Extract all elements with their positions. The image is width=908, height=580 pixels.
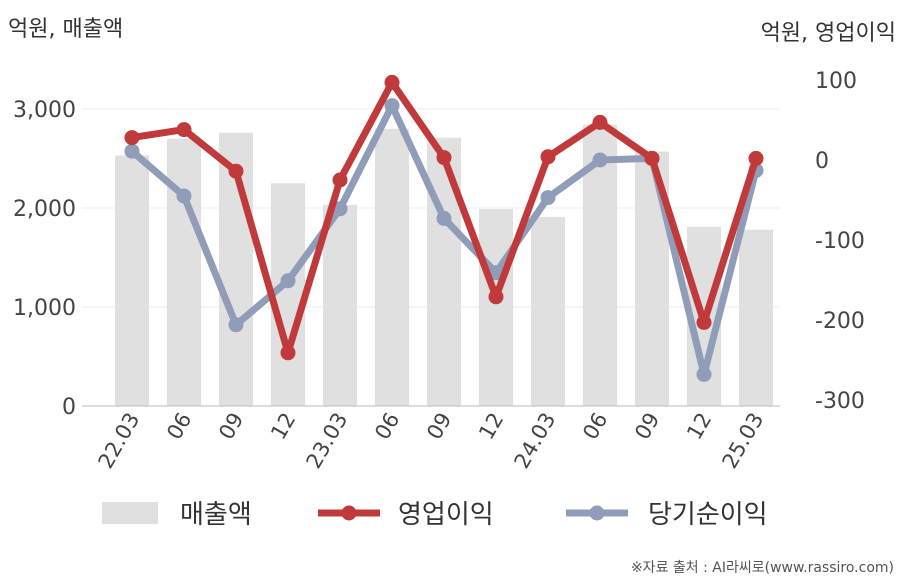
x-axis-tick-label: 09: [422, 409, 456, 444]
revenue-bar: [167, 138, 201, 406]
x-axis-tick-label: 06: [578, 409, 612, 444]
x-axis-tick-label: 06: [370, 409, 404, 444]
right-axis-unit-label: 억원, 영업이익: [761, 21, 896, 46]
revenue-bar: [479, 208, 513, 406]
operating-profit-point: [176, 122, 192, 138]
net-income-point: [436, 210, 452, 226]
revenue-bar: [115, 155, 149, 406]
net-income-point: [488, 265, 504, 281]
x-axis-tick-label: 12: [682, 409, 716, 444]
legend-item-operating-profit: 영업이익: [318, 500, 494, 530]
net-income-point: [332, 201, 348, 217]
legend-item-revenue: 매출액: [102, 500, 252, 530]
operating-profit-point: [436, 150, 452, 166]
net-income-point: [592, 152, 608, 168]
right-axis-tick-label: 100: [815, 69, 857, 94]
net-income-point: [384, 98, 400, 114]
revenue-bar: [531, 216, 565, 406]
legend-item-net-income: 당기순이익: [566, 500, 768, 530]
revenue-bar: [427, 137, 461, 406]
legend: 매출액 영업이익 당기순이익: [102, 500, 768, 530]
x-axis: 22.03 06 09 12 23.03 06 09 12 24.03 06 09 12 25.03: [93, 409, 768, 473]
right-axis-tick-label: 0: [815, 149, 829, 174]
left-axis-tick-label: 3,000: [13, 98, 76, 123]
right-axis: -300 -200 -100 0 100: [815, 69, 865, 414]
operating-profit-point: [384, 74, 400, 90]
revenue-bar: [375, 128, 409, 407]
legend-swatch-operating-profit-marker: [341, 505, 357, 521]
x-axis-tick-label: 09: [214, 409, 248, 444]
operating-profit-point: [332, 172, 348, 188]
operating-profit-point: [748, 150, 764, 166]
x-axis-tick-label: 06: [162, 409, 196, 444]
net-income-point: [176, 188, 192, 204]
net-income-point: [280, 273, 296, 289]
right-axis-tick-label: -300: [815, 389, 865, 414]
x-axis-tick-label: 24.03: [509, 409, 560, 473]
operating-profit-point: [228, 163, 244, 179]
x-axis-tick-label: 12: [266, 409, 300, 444]
x-axis-tick-label: 09: [630, 409, 664, 444]
left-axis-tick-label: 1,000: [13, 296, 76, 321]
source-note: ※자료 출처 : AI라씨로(www.rassiro.com): [631, 560, 894, 576]
right-axis-tick-label: -100: [815, 229, 865, 254]
x-axis-tick-label: 12: [474, 409, 508, 444]
legend-label-operating-profit: 영업이익: [398, 500, 494, 530]
operating-profit-point: [280, 345, 296, 361]
legend-swatch-revenue: [102, 502, 158, 524]
left-axis-tick-label: 2,000: [13, 197, 76, 222]
left-axis-tick-label: 0: [62, 395, 76, 420]
net-income-point: [228, 317, 244, 333]
legend-label-net-income: 당기순이익: [648, 500, 768, 530]
line-series-operating-profit: [124, 74, 764, 361]
x-axis-tick-label: 23.03: [301, 409, 352, 473]
operating-profit-point: [644, 150, 660, 166]
line-series-layer: [124, 74, 764, 382]
revenue-bar: [323, 205, 357, 406]
operating-profit-point: [540, 149, 556, 165]
left-axis-unit-label: 억원, 매출액: [8, 17, 123, 42]
x-axis-tick-label: 22.03: [93, 409, 144, 473]
revenue-bar: [739, 229, 773, 406]
net-income-point: [124, 143, 140, 159]
operating-profit-point: [696, 314, 712, 330]
x-axis-tick-label: 25.03: [717, 409, 768, 473]
net-income-point: [696, 366, 712, 382]
legend-swatch-net-income-marker: [589, 505, 605, 521]
operating-profit-point: [124, 130, 140, 146]
net-income-point: [540, 190, 556, 206]
right-axis-tick-label: -200: [815, 309, 865, 334]
operating-profit-point: [592, 114, 608, 130]
left-axis: 0 1,000 2,000 3,000: [13, 98, 76, 420]
legend-label-revenue: 매출액: [180, 500, 252, 530]
operating-profit-point: [488, 289, 504, 305]
